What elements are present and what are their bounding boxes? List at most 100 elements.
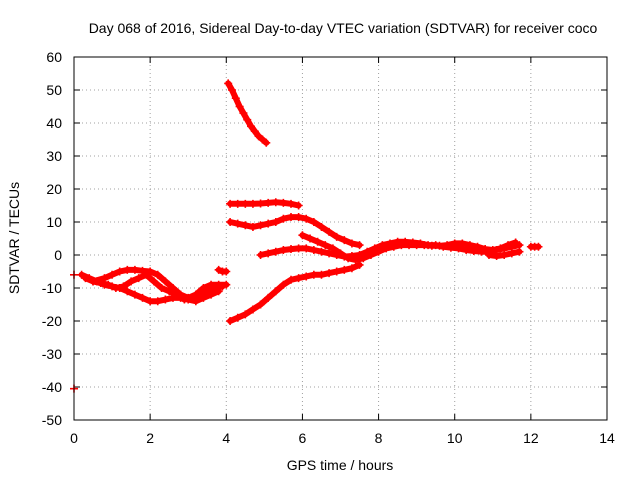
data-point: [247, 122, 256, 131]
data-point: [397, 241, 406, 250]
series-s5: [224, 79, 271, 147]
data-point: [351, 255, 360, 264]
data-point: [465, 241, 474, 250]
data-point: [207, 290, 216, 299]
data-point: [279, 280, 288, 289]
data-point: [226, 199, 235, 208]
data-point: [153, 297, 162, 306]
data-point: [264, 293, 273, 302]
series-s6: [226, 198, 303, 210]
data-point: [227, 86, 236, 94]
series-s10: [298, 231, 520, 264]
data-point: [287, 275, 296, 284]
x-axis-label: GPS time / hours: [287, 457, 394, 473]
data-point: [496, 244, 505, 253]
data-point: [389, 242, 398, 251]
data-point: [287, 199, 296, 208]
data-point: [256, 300, 265, 309]
data-point: [344, 254, 353, 263]
data-point: [317, 247, 326, 256]
data-point: [302, 214, 311, 223]
data-point: [484, 251, 493, 259]
data-point: [325, 269, 334, 278]
data-point: [146, 297, 155, 306]
data-point: [294, 244, 303, 253]
data-point: [89, 277, 98, 286]
data-point: [317, 270, 326, 279]
data-point: [256, 221, 265, 230]
series-s7: [226, 213, 364, 250]
data-point: [279, 198, 288, 207]
data-point: [340, 236, 349, 245]
data-point: [492, 251, 501, 260]
data-series: [70, 79, 543, 393]
x-tick-label: 14: [599, 430, 615, 446]
data-point: [264, 198, 273, 207]
series-s4: [214, 265, 231, 276]
data-point: [405, 241, 414, 250]
data-point: [458, 239, 467, 248]
data-point: [306, 234, 315, 243]
data-point: [317, 222, 326, 231]
data-point: [332, 232, 341, 241]
y-tick-label: 20: [46, 181, 62, 197]
data-point: [222, 267, 231, 276]
data-point: [340, 265, 349, 274]
x-tick-labels: 0 2 4 6 8 10 12 14: [70, 430, 615, 446]
data-point: [515, 247, 524, 256]
data-point: [264, 219, 273, 228]
data-point: [294, 201, 303, 210]
data-point: [264, 249, 273, 258]
y-tick-label: 60: [46, 49, 62, 65]
data-point: [256, 251, 265, 259]
data-point: [191, 290, 200, 299]
data-point: [241, 199, 250, 208]
plot-frame: [73, 56, 608, 421]
data-point: [199, 284, 208, 292]
data-point: [511, 238, 520, 247]
data-point: [336, 249, 345, 258]
y-tick-label: -50: [42, 412, 62, 428]
data-point: [239, 109, 248, 118]
data-point: [224, 79, 233, 88]
data-point: [176, 290, 185, 299]
data-point: [309, 270, 318, 279]
data-point: [241, 221, 250, 230]
data-point: [168, 284, 177, 292]
data-point: [248, 305, 257, 314]
data-point: [248, 199, 257, 208]
data-point: [115, 284, 124, 292]
series-s3: [89, 265, 231, 302]
y-tick-label: 50: [46, 82, 62, 98]
data-point: [248, 222, 257, 231]
y-tick-label: -10: [42, 280, 62, 296]
data-point: [271, 287, 280, 296]
data-point: [168, 293, 177, 302]
data-point: [130, 265, 139, 274]
data-point: [115, 267, 124, 276]
data-point: [347, 239, 356, 248]
data-point: [250, 127, 259, 136]
y-tick-label: 0: [54, 247, 62, 263]
data-point: [294, 213, 303, 222]
x-tick-label: 0: [70, 430, 78, 446]
series-s12: [526, 242, 543, 251]
data-point: [127, 277, 136, 286]
data-point: [481, 245, 490, 254]
data-point: [450, 239, 459, 248]
data-point: [321, 241, 330, 250]
data-point: [222, 280, 231, 289]
data-point: [325, 249, 334, 258]
data-point: [130, 290, 139, 299]
data-point: [123, 265, 132, 274]
data-point: [328, 244, 337, 253]
data-point: [462, 246, 471, 255]
x-tick-label: 8: [375, 430, 383, 446]
y-tick-label: -30: [42, 346, 62, 362]
data-point: [302, 272, 311, 281]
data-point: [262, 138, 271, 147]
data-point: [235, 102, 244, 111]
data-point: [108, 270, 117, 279]
data-point: [534, 242, 543, 251]
